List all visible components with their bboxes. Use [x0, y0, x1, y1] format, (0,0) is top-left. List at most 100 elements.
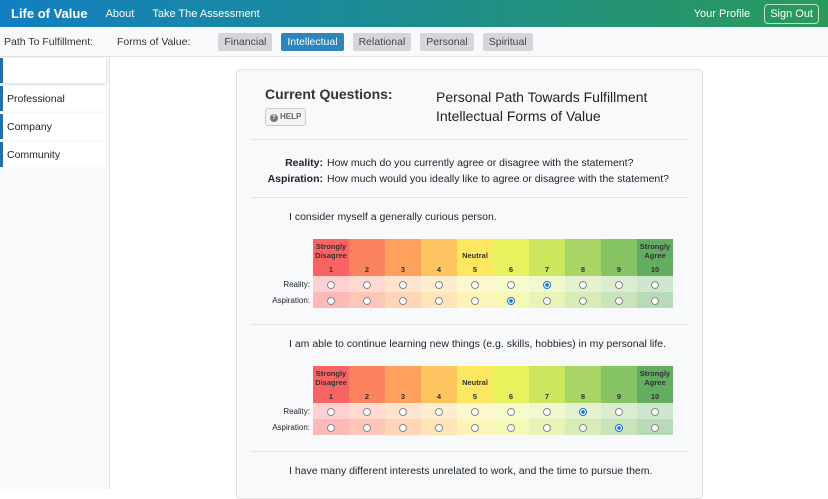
reality-radio-6[interactable] — [507, 280, 515, 289]
reality-radio-9[interactable] — [615, 407, 623, 416]
aspiration-row-label: Aspiration: — [272, 295, 310, 305]
question-text: I am able to continue learning new thing… — [289, 338, 667, 350]
aspiration-radio-4[interactable] — [435, 296, 443, 305]
sub-navbar: Path To Fulfillment: Forms of Value: Fin… — [0, 27, 828, 57]
reality-radio-5[interactable] — [471, 407, 479, 416]
scale-header-1: Strongly Disagree 1 — [313, 366, 349, 403]
reality-radio-8[interactable] — [579, 407, 587, 416]
reality-radio-3[interactable] — [399, 280, 407, 289]
sidebar: Personal Professional Company Community — [0, 57, 110, 489]
sidebar-item-community[interactable]: Community — [0, 142, 106, 167]
scale-header-3: 3 — [385, 366, 421, 403]
scale-header-10: Strongly Agree 10 — [637, 239, 673, 276]
scale-header-8: 8 — [565, 239, 601, 276]
aspiration-radio-8[interactable] — [579, 296, 587, 305]
scale-header-2: 2 — [349, 366, 385, 403]
questions-card: Current Questions: ? HELP Personal Path T… — [236, 69, 703, 499]
reality-radio-10[interactable] — [651, 280, 659, 289]
aspiration-radio-6[interactable] — [507, 423, 515, 432]
aspiration-radio-10[interactable] — [651, 296, 659, 305]
aspiration-radio-4[interactable] — [435, 423, 443, 432]
aspiration-row-label: Aspiration: — [272, 422, 310, 432]
aspiration-radio-2[interactable] — [363, 296, 371, 305]
aspiration-radio-5[interactable] — [471, 296, 479, 305]
divider — [252, 324, 689, 325]
tab-intellectual[interactable]: Intellectual — [281, 32, 344, 51]
aspiration-radio-9[interactable] — [615, 423, 623, 432]
scale-header-10: Strongly Agree 10 — [637, 366, 673, 403]
sidebar-item-company[interactable]: Company — [0, 114, 106, 139]
sidebar-item-personal[interactable]: Personal — [0, 58, 106, 83]
brand-logo[interactable]: Life of Value — [11, 6, 88, 21]
aspiration-radio-6[interactable] — [507, 296, 515, 305]
help-label: HELP — [280, 112, 302, 121]
tab-relational[interactable]: Relational — [352, 32, 412, 51]
scale-header-9: 9 — [601, 366, 637, 403]
scale-header-5: Neutral 5 — [457, 239, 493, 276]
reality-radio-10[interactable] — [651, 407, 659, 416]
current-questions-heading: Current Questions: — [265, 86, 393, 102]
aspiration-radio-1[interactable] — [327, 423, 335, 432]
aspiration-radio-2[interactable] — [363, 423, 371, 432]
scale-header-7: 7 — [529, 239, 565, 276]
tab-spiritual[interactable]: Spiritual — [482, 32, 533, 51]
divider — [252, 139, 689, 140]
reality-radio-5[interactable] — [471, 280, 479, 289]
question-icon: ? — [270, 114, 278, 122]
reality-radio-7[interactable] — [543, 407, 551, 416]
nav-take-assessment[interactable]: Take The Assessment — [152, 7, 260, 20]
aspiration-radio-7[interactable] — [543, 423, 551, 432]
question-text: I have many different interests unrelate… — [289, 465, 653, 477]
sidebar-item-professional[interactable]: Professional — [0, 86, 106, 111]
reality-radio-4[interactable] — [435, 280, 443, 289]
scale-header-4: 4 — [421, 366, 457, 403]
scale-header-2: 2 — [349, 239, 385, 276]
reality-radio-7[interactable] — [543, 280, 551, 289]
reality-radio-2[interactable] — [363, 407, 371, 416]
divider — [252, 197, 689, 198]
reality-row-label: Reality: — [283, 279, 310, 289]
aspiration-radio-10[interactable] — [651, 423, 659, 432]
reality-radio-9[interactable] — [615, 280, 623, 289]
reality-label: Reality: — [285, 157, 323, 169]
reality-radio-3[interactable] — [399, 407, 407, 416]
scale-header-1: Strongly Disagree 1 — [313, 239, 349, 276]
aspiration-radio-5[interactable] — [471, 423, 479, 432]
tab-financial[interactable]: Financial — [218, 32, 273, 51]
forms-label: Forms of Value: — [117, 35, 191, 48]
rating-scale: Strongly Disagree 1 2 3 4 Neutral 5 6 7 8 9 Strongl… — [257, 366, 673, 435]
aspiration-label: Aspiration: — [267, 173, 323, 185]
aspiration-text: How much would you ideally like to agree… — [327, 173, 670, 185]
reality-radio-2[interactable] — [363, 280, 371, 289]
tab-personal[interactable]: Personal — [420, 32, 474, 51]
aspiration-radio-3[interactable] — [399, 423, 407, 432]
reality-radio-1[interactable] — [327, 407, 335, 416]
reality-row-label: Reality: — [283, 406, 310, 416]
reality-radio-4[interactable] — [435, 407, 443, 416]
reality-radio-8[interactable] — [579, 280, 587, 289]
title-line-2: Intellectual Forms of Value — [436, 108, 601, 124]
aspiration-radio-3[interactable] — [399, 296, 407, 305]
help-button[interactable]: ? HELP — [265, 108, 307, 126]
reality-text: How much do you currently agree or disag… — [327, 157, 634, 169]
scale-header-9: 9 — [601, 239, 637, 276]
reality-radio-1[interactable] — [327, 280, 335, 289]
aspiration-radio-9[interactable] — [615, 296, 623, 305]
title-line-1: Personal Path Towards Fulfillment — [436, 89, 648, 105]
navbar: Life of Value About Take The Assessment … — [0, 0, 828, 27]
scale-header-4: 4 — [421, 239, 457, 276]
path-label: Path To Fulfillment: — [4, 35, 94, 48]
scale-header-6: 6 — [493, 239, 529, 276]
reality-radio-6[interactable] — [507, 407, 515, 416]
scale-header-5: Neutral 5 — [457, 366, 493, 403]
sign-out-button[interactable]: Sign Out — [764, 3, 819, 24]
nav-your-profile[interactable]: Your Profile — [693, 7, 751, 20]
rating-scale: Strongly Disagree 1 2 3 4 Neutral 5 6 7 8 9 Strongl… — [257, 239, 673, 308]
aspiration-radio-8[interactable] — [579, 423, 587, 432]
question-text: I consider myself a generally curious pe… — [289, 211, 497, 223]
scale-header-8: 8 — [565, 366, 601, 403]
scale-header-7: 7 — [529, 366, 565, 403]
aspiration-radio-7[interactable] — [543, 296, 551, 305]
nav-about[interactable]: About — [105, 7, 135, 20]
aspiration-radio-1[interactable] — [327, 296, 335, 305]
